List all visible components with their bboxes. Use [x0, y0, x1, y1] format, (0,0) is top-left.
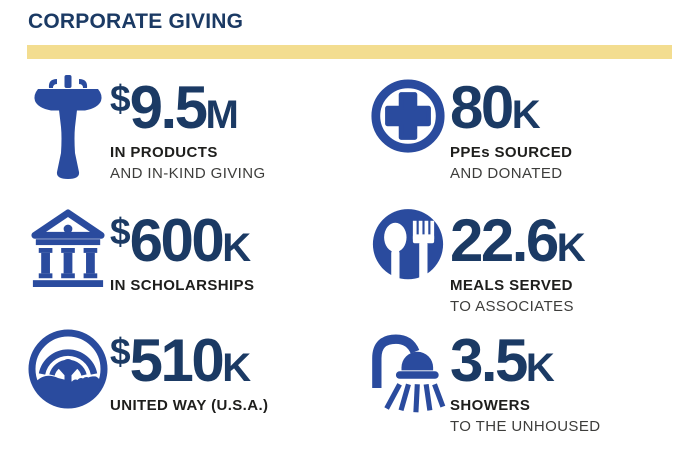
stat-label-secondary: TO THE UNHOUSED [450, 418, 601, 436]
stats-grid: $9.5M IN PRODUCTS AND IN-KIND GIVING 80K… [0, 75, 700, 461]
stat-label-primary: IN PRODUCTS [110, 144, 218, 162]
stat-label-primary: UNITED WAY (U.S.A.) [110, 397, 269, 415]
stat-label-primary: SHOWERS [450, 397, 531, 415]
stat-card-ppes: 80K PPEs SOURCED AND DONATED [350, 75, 700, 208]
stat-value: $510K [110, 327, 251, 394]
stat-card-united-way: $510K UNITED WAY (U.S.A.) [0, 328, 350, 461]
stat-label-primary: IN SCHOLARSHIPS [110, 277, 255, 295]
medical-cross-icon [368, 75, 448, 157]
stat-value: 3.5K [450, 327, 555, 394]
stat-card-showers: 3.5K SHOWERS TO THE UNHOUSED [350, 328, 700, 461]
stat-value: 80K [450, 74, 541, 141]
stat-card-meals: 22.6K MEALS SERVED TO ASSOCIATES [350, 208, 700, 328]
stat-label-secondary: TO ASSOCIATES [450, 298, 574, 316]
stat-value: 22.6K [450, 207, 586, 274]
sink-icon [28, 75, 108, 187]
stat-label-primary: MEALS SERVED [450, 277, 573, 295]
shower-icon [368, 328, 448, 422]
yellow-divider-bar [27, 45, 672, 59]
stat-label-primary: PPEs SOURCED [450, 144, 573, 162]
united-way-icon [28, 328, 108, 412]
stat-label-secondary: AND DONATED [450, 165, 563, 183]
stat-value: $600K [110, 207, 251, 274]
stat-label-secondary: AND IN-KIND GIVING [110, 165, 266, 183]
header: CORPORATE GIVING [0, 0, 700, 34]
bank-icon [28, 208, 108, 288]
page-title: CORPORATE GIVING [28, 10, 244, 33]
stat-card-products: $9.5M IN PRODUCTS AND IN-KIND GIVING [0, 75, 350, 208]
stat-card-scholarships: $600K IN SCHOLARSHIPS [0, 208, 350, 328]
stat-value: $9.5M [110, 74, 239, 141]
meals-icon [368, 208, 448, 294]
